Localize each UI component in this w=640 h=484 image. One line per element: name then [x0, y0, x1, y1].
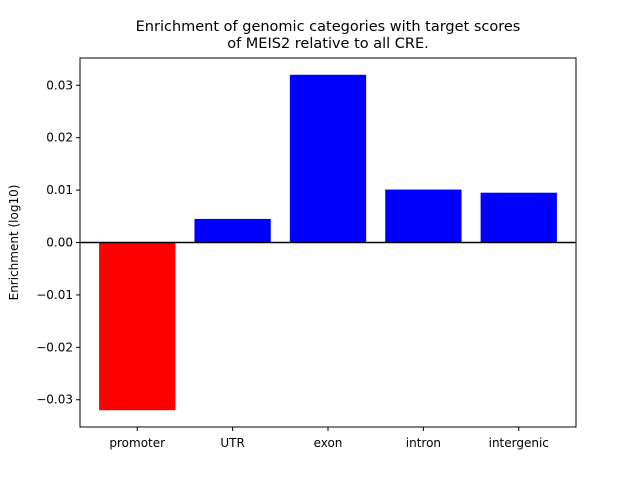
- y-tick-label: 0.01: [46, 183, 73, 197]
- y-tick-label: −0.02: [36, 340, 73, 354]
- bar-intergenic: [480, 192, 557, 243]
- plot-frame: [79, 57, 577, 428]
- bar-intron: [385, 189, 462, 243]
- x-tick-label-exon: exon: [314, 436, 343, 450]
- y-axis-label: Enrichment (log10): [7, 185, 21, 301]
- chart-title-line-2: of MEIS2 relative to all CRE.: [227, 36, 429, 52]
- y-axis: −0.03 −0.02 −0.01 0.00 0.01 0.02 0.03: [36, 78, 80, 407]
- bars: [99, 74, 557, 411]
- y-tick-label: −0.03: [36, 393, 73, 407]
- y-tick-label: −0.01: [36, 288, 73, 302]
- chart-title-line-1: Enrichment of genomic categories with ta…: [136, 19, 521, 35]
- x-tick-label-promoter: promoter: [109, 436, 165, 450]
- y-tick-label: 0.00: [46, 236, 73, 250]
- bar-promoter: [99, 242, 176, 411]
- x-tick-label-intron: intron: [406, 436, 441, 450]
- bar-exon: [289, 74, 367, 243]
- y-tick-label: 0.02: [46, 131, 73, 145]
- y-tick-label: 0.03: [46, 78, 73, 92]
- x-tick-label-intergenic: intergenic: [489, 436, 549, 450]
- x-axis: promoter UTR exon intron intergenic: [109, 427, 549, 450]
- x-tick-label-UTR: UTR: [220, 436, 244, 450]
- bar-UTR: [194, 218, 271, 243]
- chart-title: Enrichment of genomic categories with ta…: [136, 19, 521, 52]
